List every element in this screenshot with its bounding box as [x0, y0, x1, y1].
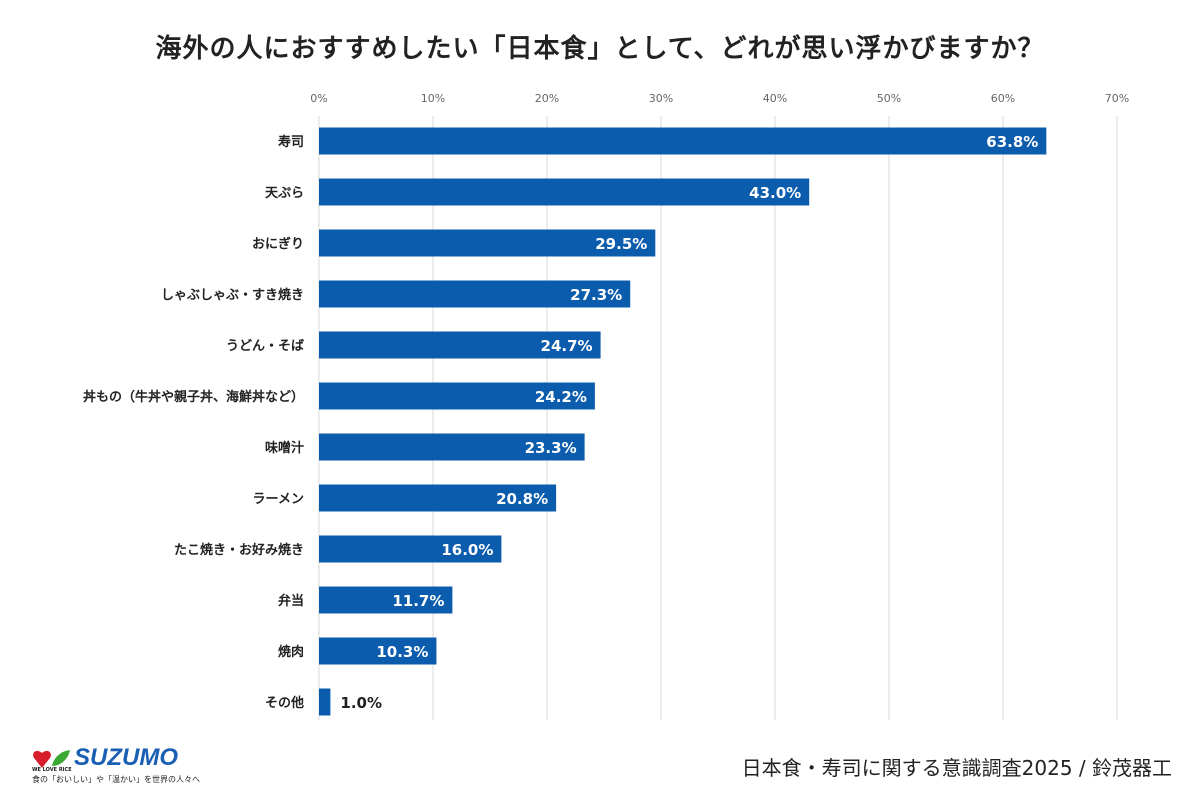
- bar: [319, 586, 453, 614]
- data-label: 29.5%: [595, 235, 647, 253]
- category-label: おにぎり: [252, 236, 304, 252]
- data-label: 24.2%: [535, 388, 587, 406]
- x-tick-label: 60%: [991, 92, 1015, 105]
- bar: [319, 229, 656, 257]
- logo-small-text: WE LOVE RICE: [32, 767, 72, 773]
- data-label: 20.8%: [496, 490, 548, 508]
- bar: [319, 484, 557, 512]
- bar: [319, 382, 595, 410]
- suzumo-logo: WE LOVE RICE SUZUMO 食の「おいしい」や「温かい」を世界の人々…: [32, 744, 200, 784]
- data-label: 11.7%: [392, 592, 444, 610]
- data-label: 63.8%: [986, 133, 1038, 151]
- bar: [319, 637, 437, 665]
- data-label: 43.0%: [749, 184, 801, 202]
- category-label: 天ぷら: [265, 186, 304, 201]
- x-tick-label: 0%: [310, 92, 327, 105]
- category-label: その他: [265, 695, 304, 711]
- data-label: 24.7%: [541, 337, 593, 355]
- category-label: 味噌汁: [265, 440, 304, 456]
- logo-brand: SUZUMO: [74, 744, 178, 771]
- x-tick-label: 10%: [421, 92, 445, 105]
- category-label: しゃぶしゃぶ・すき焼き: [161, 287, 304, 303]
- x-tick-label: 70%: [1105, 92, 1129, 105]
- chart-title: 海外の人におすすめしたい「日本食」として、どれが思い浮かびますか？: [155, 34, 1045, 64]
- category-label: 焼肉: [278, 644, 304, 660]
- bar: [319, 688, 331, 716]
- bar: [319, 127, 1047, 155]
- data-label: 1.0%: [340, 694, 382, 712]
- category-label: 弁当: [278, 593, 304, 609]
- bar: [319, 331, 601, 359]
- data-label: 27.3%: [570, 286, 622, 304]
- category-label: たこ焼き・お好み焼き: [174, 542, 304, 558]
- bar: [319, 178, 810, 206]
- data-label: 23.3%: [525, 439, 577, 457]
- x-tick-label: 40%: [763, 92, 787, 105]
- bar-chart: 0% 10% 20% 30% 40% 50% 60% 70% 寿司 63.8% 天ぷら 43.0% おに…: [83, 92, 1129, 720]
- x-tick-label: 30%: [649, 92, 673, 105]
- source-text: 日本食・寿司に関する意識調査2025 / 鈴茂器工: [741, 756, 1172, 780]
- bar: [319, 280, 631, 308]
- category-label: うどん・そば: [226, 339, 304, 354]
- logo-tagline: 食の「おいしい」や「温かい」を世界の人々へ: [32, 775, 200, 784]
- category-label: 寿司: [278, 134, 304, 150]
- category-label: ラーメン: [253, 492, 304, 507]
- data-label: 16.0%: [441, 541, 493, 559]
- heart-leaf-icon: [33, 750, 70, 768]
- bar: [319, 535, 502, 563]
- x-tick-label: 20%: [535, 92, 559, 105]
- x-tick-label: 50%: [877, 92, 901, 105]
- category-label: 丼もの（牛丼や親子丼、海鮮丼など）: [83, 389, 304, 405]
- bar: [319, 433, 585, 461]
- data-label: 10.3%: [376, 643, 428, 661]
